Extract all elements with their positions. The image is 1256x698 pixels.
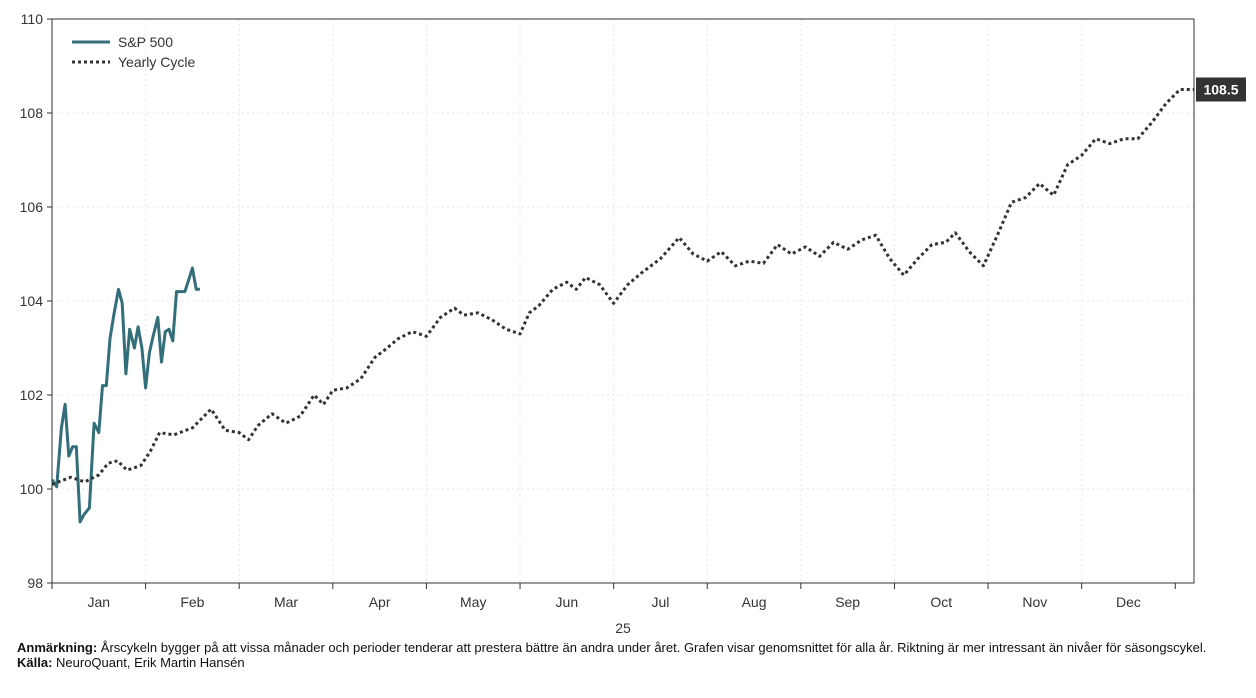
note-label: Anmärkning: [17, 640, 98, 655]
series-line-1 [51, 88, 1194, 486]
y-tick-label-100: 100 [20, 481, 44, 497]
month-label-mar: Mar [274, 594, 298, 610]
month-label-may: May [460, 594, 486, 610]
x-axis: Jan Feb Mar Apr May Jun Jul Aug Sep Oct Nov Dec 25 [51, 583, 1176, 636]
end-value-badge-bg [1196, 77, 1246, 102]
footnote: Anmärkning: Årscykeln bygger på att viss… [17, 640, 1217, 670]
end-value-badge-text: 108.5 [1203, 82, 1238, 98]
y-tick-label-108: 108 [20, 105, 44, 121]
month-label-feb: Feb [180, 594, 204, 610]
legend-label-1: Yearly Cycle [118, 54, 196, 70]
series-line-0 [50, 266, 200, 524]
month-label-sep: Sep [835, 594, 860, 610]
legend-label-0: S&P 500 [118, 34, 173, 50]
month-label-jan: Jan [88, 594, 111, 610]
end-value-badge: 108.5 [1196, 77, 1246, 102]
month-label-aug: Aug [742, 594, 767, 610]
note-text: Årscykeln bygger på att vissa månader oc… [97, 640, 1207, 655]
series-layer [50, 88, 1194, 524]
legend: S&P 500 Yearly Cycle [72, 34, 196, 70]
y-tick-label-106: 106 [20, 199, 44, 215]
month-label-jun: Jun [556, 594, 579, 610]
source-text: NeuroQuant, Erik Martin Hansén [52, 655, 245, 670]
y-tick-label-104: 104 [20, 293, 44, 309]
month-label-dec: Dec [1116, 594, 1141, 610]
y-tick-label-102: 102 [20, 387, 44, 403]
month-label-oct: Oct [930, 594, 952, 610]
month-label-jul: Jul [651, 594, 669, 610]
y-tick-label-98: 98 [27, 575, 43, 591]
y-axis: 98 100 102 104 106 108 110 [20, 11, 52, 591]
month-label-apr: Apr [369, 594, 391, 610]
chart-grid [52, 18, 1194, 584]
footnote-note: Anmärkning: Årscykeln bygger på att viss… [17, 640, 1217, 655]
source-label: Källa: [17, 655, 53, 670]
y-tick-label-110: 110 [21, 11, 44, 27]
footnote-source: Källa: NeuroQuant, Erik Martin Hansén [17, 655, 1217, 670]
x-axis-label: 25 [615, 620, 631, 636]
month-label-nov: Nov [1022, 594, 1047, 610]
